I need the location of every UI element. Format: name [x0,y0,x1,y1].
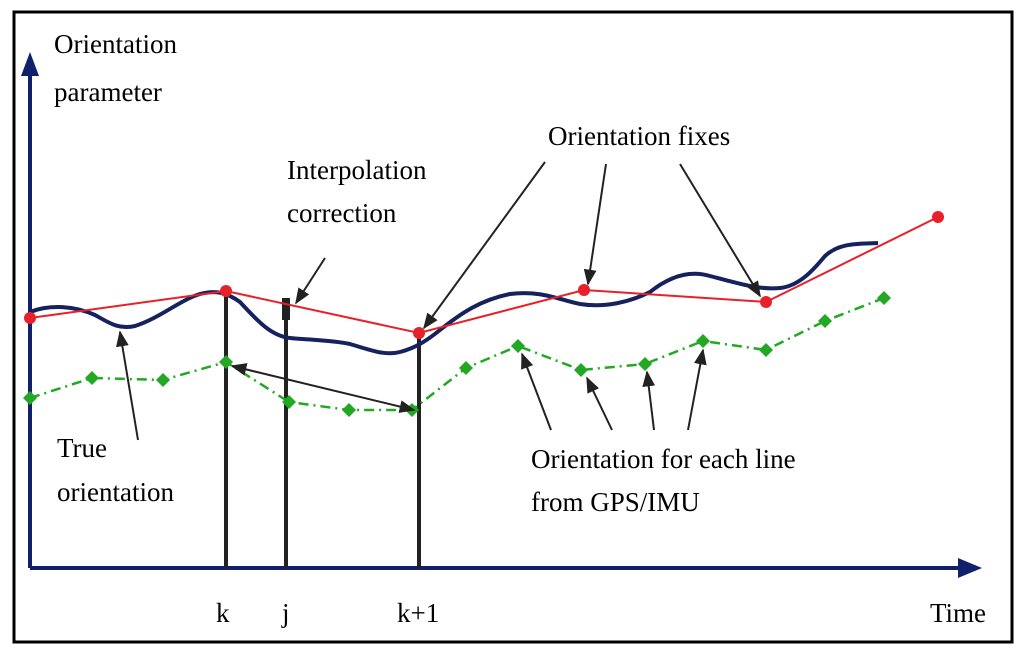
gps-arrow-3 [642,370,656,431]
y-axis-label-line1: Orientation [54,29,177,59]
gps-point [818,314,832,328]
gps-point [574,363,588,377]
tick-label-j: j [281,598,290,628]
orientation-fix-points [24,211,944,339]
gps-arrow-2 [586,376,613,431]
gps-label-line1: Orientation for each line [531,444,796,474]
tick-label-k: k [216,598,230,628]
true-orientation-label-line1: True [57,433,107,463]
fixes-label: Orientation fixes [548,121,730,151]
fix-point [932,211,944,223]
gps-point [23,391,37,405]
fix-point [413,327,425,339]
gps-arrow-4 [687,348,707,431]
y-axis-arrowhead [21,52,39,76]
gps-point [511,339,525,353]
gps-point [759,343,773,357]
annotation-arrows [116,161,761,441]
fix-point [220,285,232,297]
fix-arrow-2 [583,163,607,286]
true-orientation-curve [29,241,879,356]
x-axis-arrowhead [958,558,982,578]
fix-point [578,284,590,296]
interval-arrow [230,363,416,413]
true-orientation-arrow [116,330,139,441]
orientation-fixes-line [29,216,939,335]
interp-label-line1: Interpolation [287,155,427,185]
fix-point [24,312,36,324]
tick-label-k1: k+1 [397,598,439,628]
gps-point [638,357,652,371]
gps-imu-points [23,291,891,417]
interp-arrow [295,257,326,305]
gps-arrow-1 [521,352,552,431]
gps-point [342,403,356,417]
interpolation-correction-bar [282,298,290,320]
gps-point [459,361,473,375]
gps-point [85,371,99,385]
fix-arrow-3 [679,163,761,298]
gps-point [696,334,710,348]
gps-point [219,355,233,369]
y-axis-label-line2: parameter [54,77,162,107]
figure-frame [12,10,1014,644]
interp-label-line2: correction [287,198,397,228]
fix-point [760,296,772,308]
gps-point [156,373,170,387]
fix-arrow-1 [423,161,546,330]
gps-label-line2: from GPS/IMU [531,487,700,517]
true-orientation-label-line2: orientation [57,477,174,507]
gps-point [877,291,891,305]
x-axis-label: Time [930,598,986,628]
